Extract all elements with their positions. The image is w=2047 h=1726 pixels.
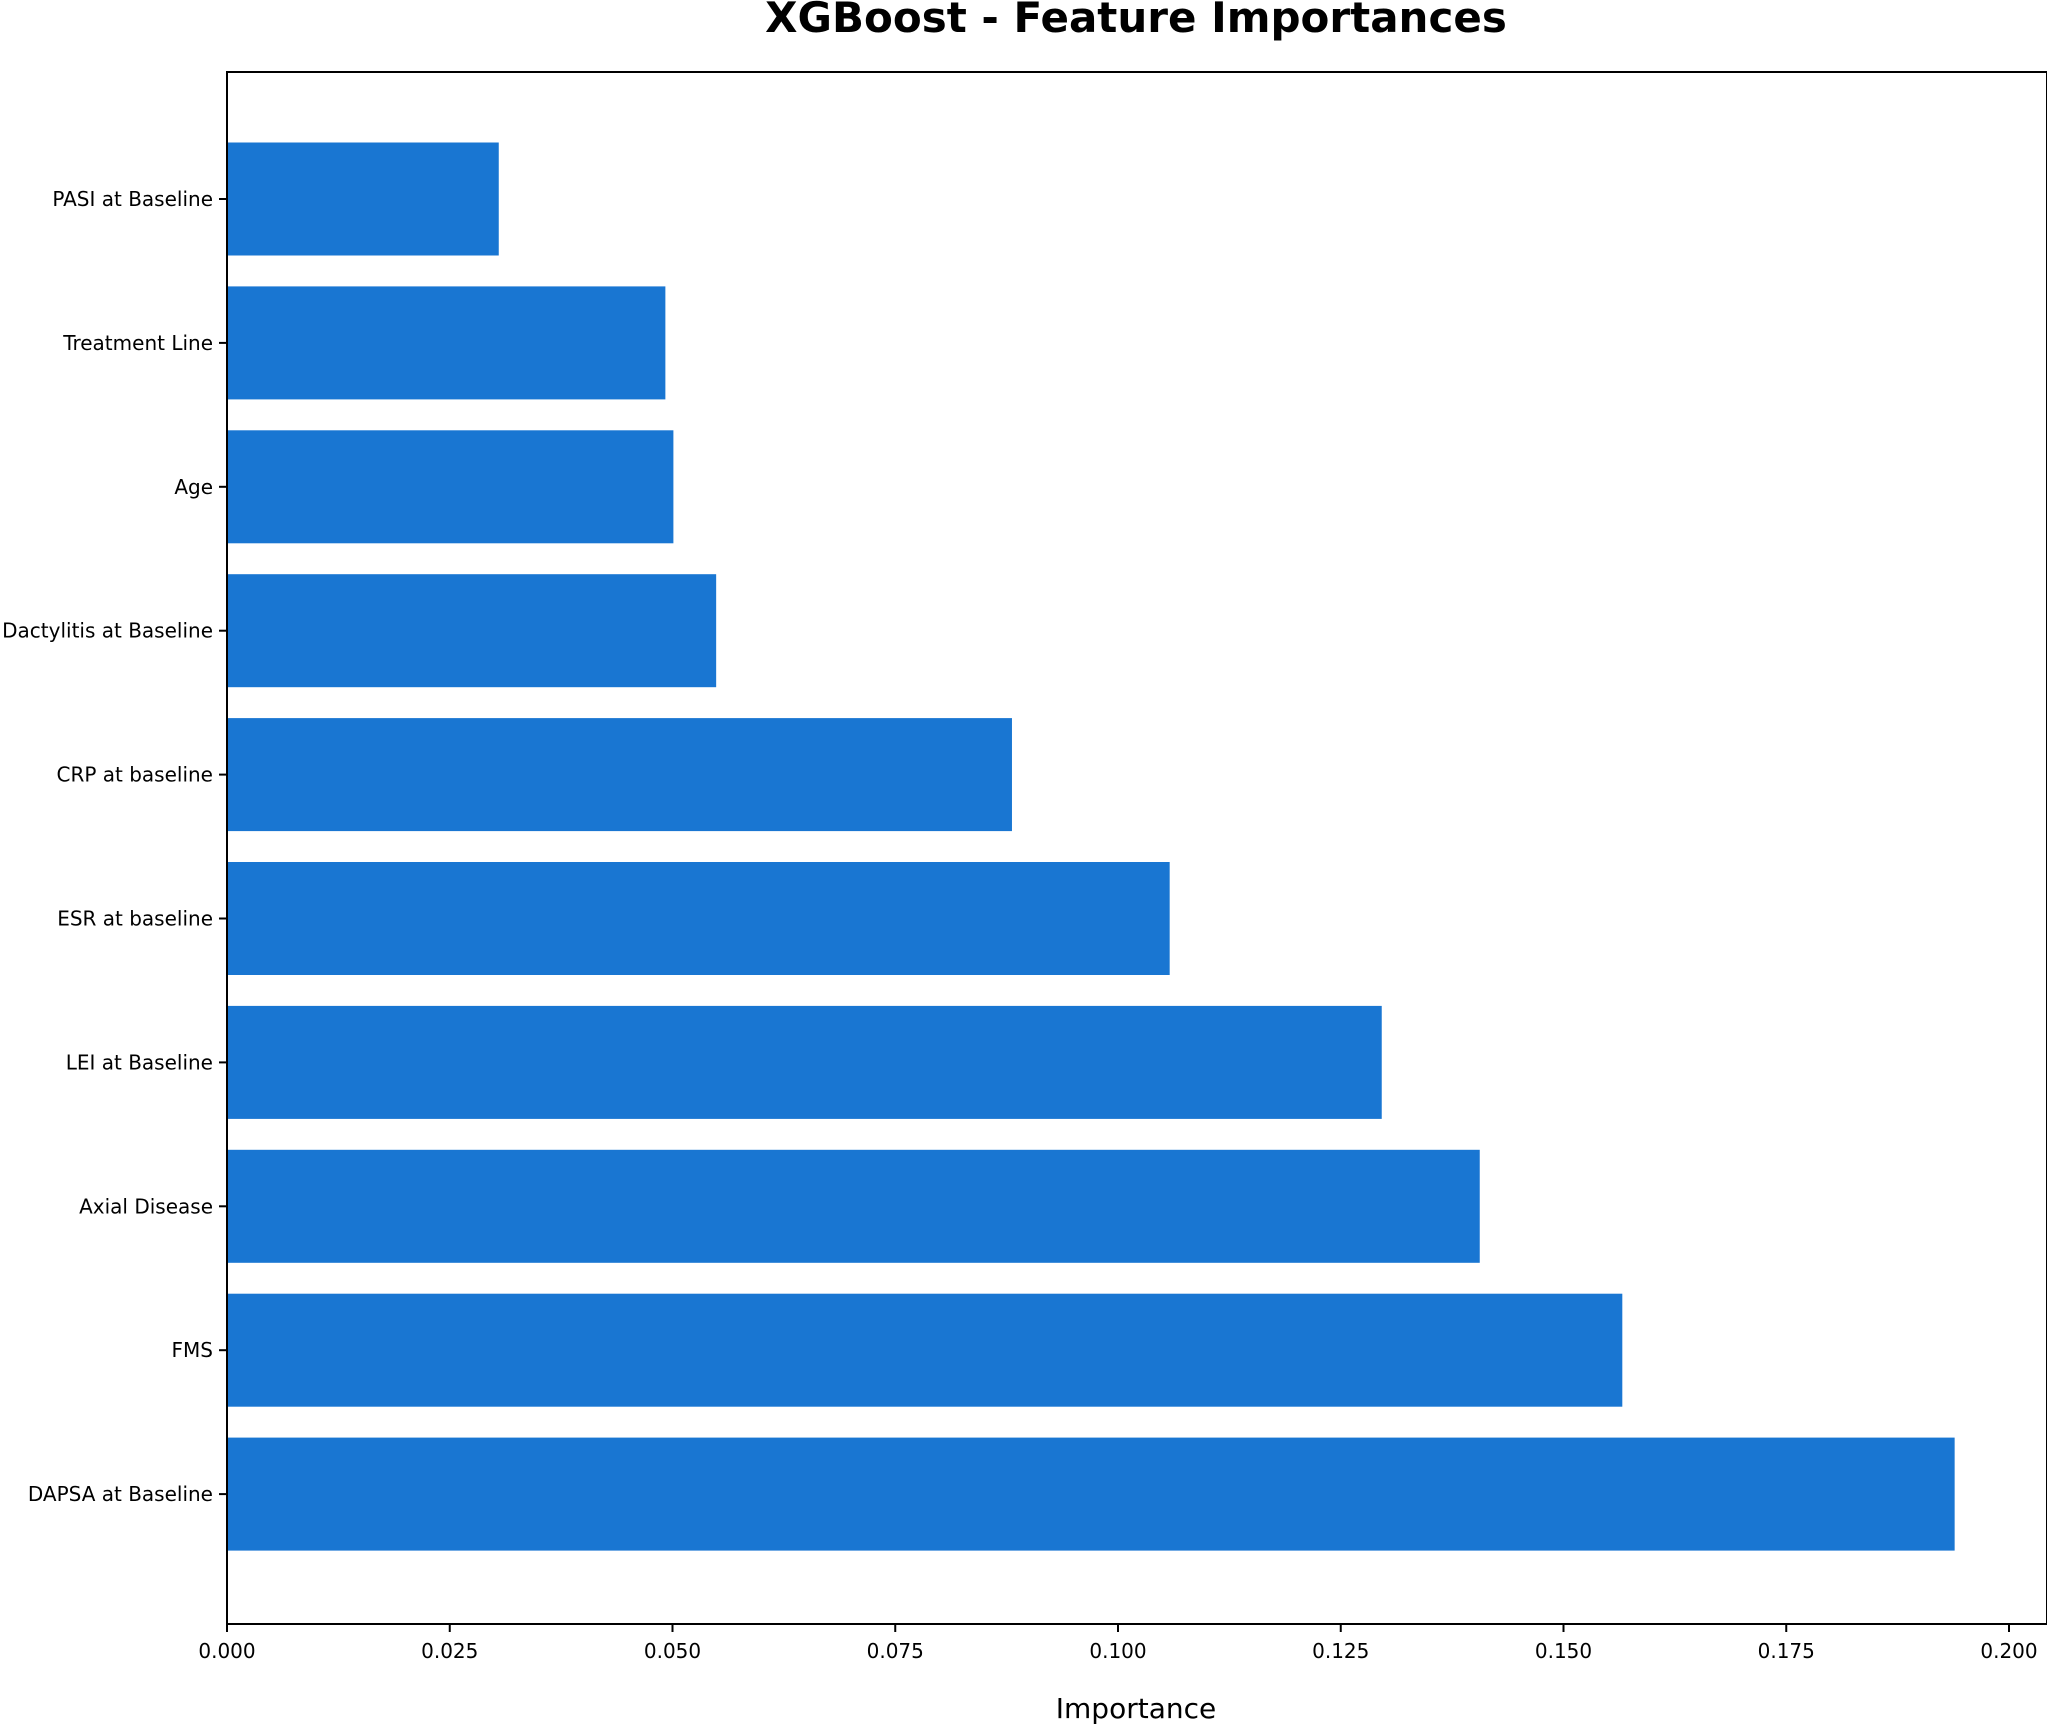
bar-treatment-line [227, 286, 666, 400]
bars-group [227, 142, 1955, 1551]
x-tick-label: 0.125 [1312, 1639, 1369, 1663]
bar-axial-disease [227, 1149, 1480, 1263]
y-tick-label: CRP at baseline [56, 763, 213, 787]
x-axis: 0.000 0.025 0.050 0.075 0.100 0.125 0.150 0.175… [198, 1624, 2038, 1663]
bar-dactylitis-at-baseline [227, 574, 717, 688]
y-tick-label: Axial Disease [79, 1194, 213, 1218]
chart-title: XGBoost - Feature Importances [765, 0, 1507, 42]
x-tick-label: 0.075 [867, 1639, 924, 1663]
bar-dapsa-at-baseline [227, 1437, 1955, 1551]
x-tick-label: 0.150 [1535, 1639, 1592, 1663]
y-tick-label: PASI at Baseline [52, 187, 213, 211]
bar-lei-at-baseline [227, 1005, 1382, 1119]
y-tick-label: LEI at Baseline [66, 1050, 213, 1074]
bar-crp-at-baseline [227, 718, 1012, 832]
y-tick-label: Treatment Line [62, 331, 213, 355]
x-tick-label: 0.175 [1758, 1639, 1815, 1663]
bar-esr-at-baseline [227, 862, 1170, 975]
plot-frame [226, 71, 2047, 1625]
bar-age [227, 430, 674, 544]
x-axis-label: Importance [1056, 1692, 1216, 1725]
x-tick-label: 0.025 [421, 1639, 478, 1663]
bar-fms [227, 1293, 1623, 1407]
y-tick-label: FMS [172, 1338, 213, 1362]
y-axis: PASI at Baseline Treatment Line Age Dactyli… [2, 187, 227, 1506]
y-tick-label: DAPSA at Baseline [28, 1482, 213, 1506]
bar-pasi-at-baseline [227, 142, 499, 256]
x-tick-label: 0.050 [644, 1639, 701, 1663]
x-tick-label: 0.000 [198, 1639, 255, 1663]
x-tick-label: 0.200 [1980, 1639, 2037, 1663]
y-tick-label: Dactylitis at Baseline [2, 619, 213, 643]
x-tick-label: 0.100 [1089, 1639, 1146, 1663]
y-tick-label: ESR at baseline [57, 907, 213, 931]
y-tick-label: Age [174, 475, 213, 499]
